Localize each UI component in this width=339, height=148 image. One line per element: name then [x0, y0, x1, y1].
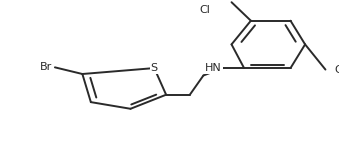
Text: Br: Br — [40, 62, 53, 72]
Text: Cl: Cl — [200, 5, 211, 15]
Text: Cl: Cl — [334, 65, 339, 75]
Text: HN: HN — [205, 63, 222, 73]
Text: S: S — [151, 63, 158, 73]
